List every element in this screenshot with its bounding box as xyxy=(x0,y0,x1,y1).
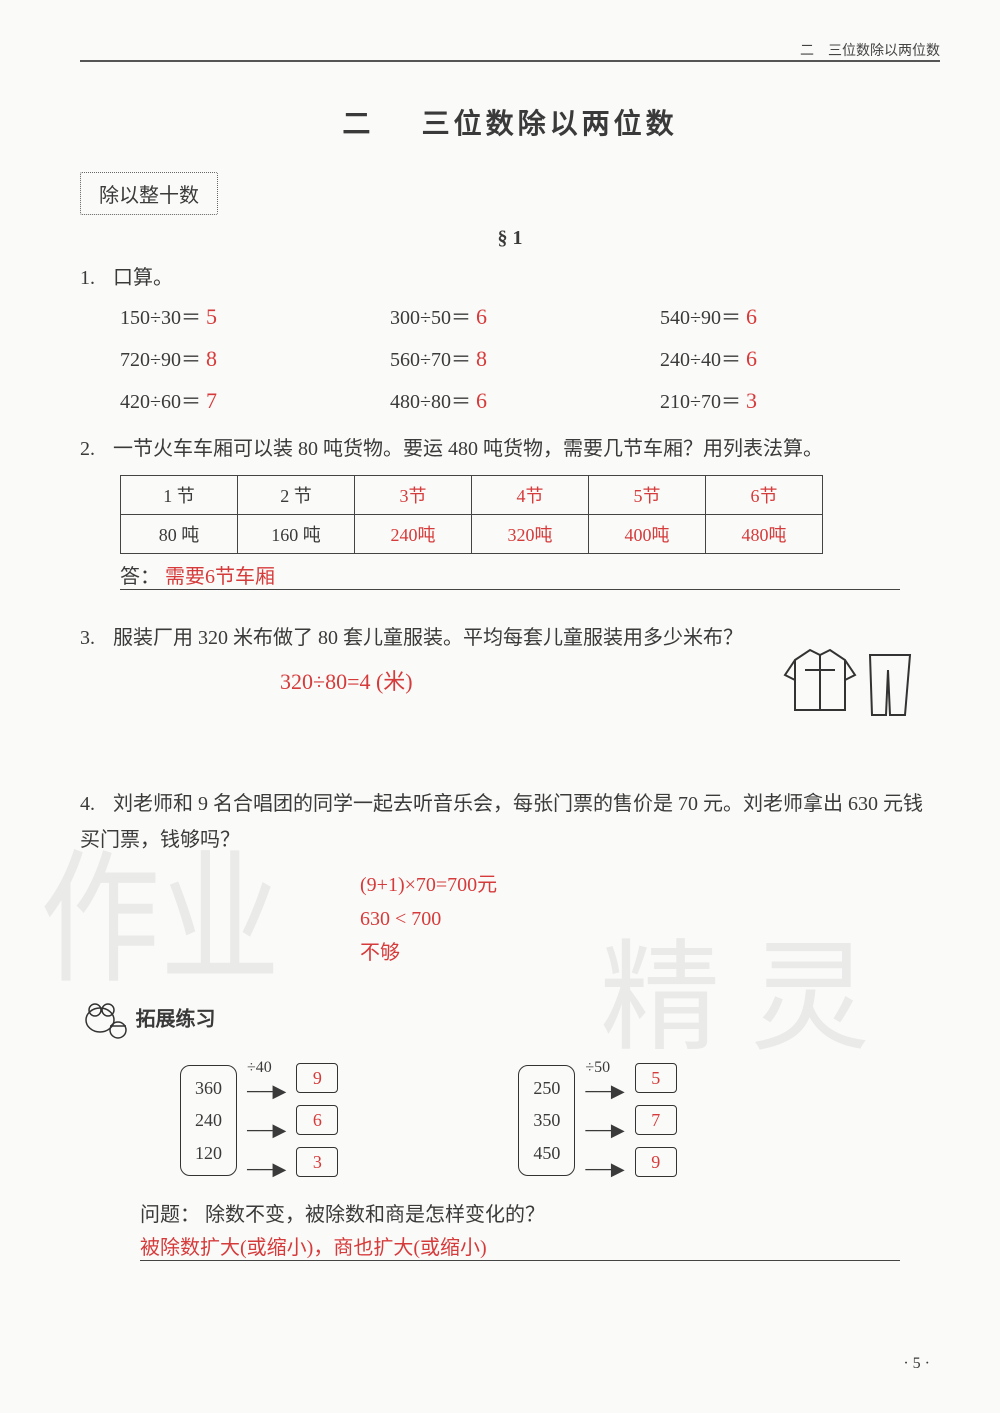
q1-expr: 300÷50＝ xyxy=(390,307,471,329)
table-cell: 1 节 xyxy=(121,476,238,515)
page-number: · 5 · xyxy=(903,1355,930,1373)
table-cell: 2 节 xyxy=(238,476,355,515)
q1-expr: 420÷60＝ xyxy=(120,391,201,413)
table-cell: 5节 xyxy=(589,476,706,515)
q2-text: 一节火车车厢可以装 80 吨货物。要运 480 吨货物，需要几节车厢？用列表法算… xyxy=(113,438,823,460)
table-row: 80 吨 160 吨 240吨 320吨 400吨 480吨 xyxy=(121,515,823,554)
input-val: 250 xyxy=(533,1072,560,1104)
table-cell: 160 吨 xyxy=(238,515,355,554)
output-box: 3 xyxy=(296,1147,338,1177)
table-cell: 480吨 xyxy=(706,515,823,554)
q1-expr: 240÷40＝ xyxy=(660,349,741,371)
header-breadcrumb: 二 三位数除以两位数 xyxy=(800,40,940,60)
ext-answer: 被除数扩大(或缩小)，商也扩大(或缩小) xyxy=(140,1237,487,1259)
q1-ans: 3 xyxy=(746,388,757,413)
arrow-col: ÷50──▶ ──▶ ──▶ xyxy=(585,1060,624,1180)
sub-section: § 1 xyxy=(80,227,940,250)
q1-expr: 150÷30＝ xyxy=(120,307,201,329)
worksheet-page: 二 三位数除以两位数 二 三位数除以两位数 除以整十数 § 1 1. 口算。 1… xyxy=(0,0,1000,1413)
input-box: 360 240 120 xyxy=(180,1065,237,1176)
table-cell: 6节 xyxy=(706,476,823,515)
table-cell: 400吨 xyxy=(589,515,706,554)
q1-ans: 6 xyxy=(746,346,757,371)
section-box: 除以整十数 xyxy=(80,172,218,215)
extension-title: 拓展练习 xyxy=(80,1000,940,1040)
question-text: 除数不变，被除数和商是怎样变化的？ xyxy=(205,1204,545,1226)
mouse-icon xyxy=(80,1000,130,1040)
ext-question: 问题： 除数不变，被除数和商是怎样变化的？ xyxy=(140,1198,940,1227)
q1-ans: 6 xyxy=(746,304,757,329)
operation: ÷40 xyxy=(247,1059,272,1076)
q4-work: 不够 xyxy=(360,936,940,970)
output-box: 5 xyxy=(635,1063,677,1093)
chapter-number: 二 xyxy=(342,108,374,139)
question-2: 2. 一节火车车厢可以装 80 吨货物。要运 480 吨货物，需要几节车厢？用列… xyxy=(80,431,940,467)
q1-expr: 540÷90＝ xyxy=(660,307,741,329)
input-val: 120 xyxy=(195,1137,222,1169)
output-box: 9 xyxy=(635,1147,677,1177)
q3-text: 服装厂用 320 米布做了 80 套儿童服装。平均每套儿童服装用多少米布？ xyxy=(113,627,743,649)
answer-label: 答： xyxy=(120,566,160,588)
q4-work: (9+1)×70=700元 xyxy=(360,868,940,902)
q1-ans: 8 xyxy=(206,346,217,371)
q1-expr: 560÷70＝ xyxy=(390,349,471,371)
q1-ans: 6 xyxy=(476,304,487,329)
table-cell: 320吨 xyxy=(472,515,589,554)
question-1: 1. 口算。 xyxy=(80,260,940,296)
q3-number: 3. xyxy=(80,620,108,656)
q1-ans: 6 xyxy=(476,388,487,413)
q1-expr: 210÷70＝ xyxy=(660,391,741,413)
input-val: 350 xyxy=(533,1104,560,1136)
header-rule: 二 三位数除以两位数 xyxy=(80,60,940,62)
q1-ans: 8 xyxy=(476,346,487,371)
table-cell: 80 吨 xyxy=(121,515,238,554)
ext-left: 360 240 120 ÷40──▶ ──▶ ──▶ 9 6 3 xyxy=(180,1060,338,1180)
input-val: 240 xyxy=(195,1104,222,1136)
input-box: 250 350 450 xyxy=(518,1065,575,1176)
q4-number: 4. xyxy=(80,786,108,822)
q1-ans: 5 xyxy=(206,304,217,329)
q2-table: 1 节 2 节 3节 4节 5节 6节 80 吨 160 吨 240吨 320吨… xyxy=(120,475,823,554)
clothes-icon xyxy=(780,640,920,730)
input-val: 450 xyxy=(533,1137,560,1169)
q1-number: 1. xyxy=(80,260,108,296)
output-box: 6 xyxy=(296,1105,338,1135)
arrow-col: ÷40──▶ ──▶ ──▶ xyxy=(247,1060,286,1180)
q1-expr: 720÷90＝ xyxy=(120,349,201,371)
output-box: 7 xyxy=(635,1105,677,1135)
q1-ans: 7 xyxy=(206,388,217,413)
q2-number: 2. xyxy=(80,431,108,467)
table-row: 1 节 2 节 3节 4节 5节 6节 xyxy=(121,476,823,515)
table-cell: 4节 xyxy=(472,476,589,515)
extension-row: 360 240 120 ÷40──▶ ──▶ ──▶ 9 6 3 250 350… xyxy=(180,1060,940,1180)
q4-work: 630 < 700 xyxy=(360,902,940,936)
chapter-title: 二 三位数除以两位数 xyxy=(80,102,940,142)
q2-answer: 需要6节车厢 xyxy=(165,566,275,588)
q1-grid: 150÷30＝ 5 720÷90＝ 8 420÷60＝ 7 300÷50＝ 6 … xyxy=(120,296,940,421)
output-box: 9 xyxy=(296,1063,338,1093)
question-4: 4. 刘老师和 9 名合唱团的同学一起去听音乐会，每张门票的售价是 70 元。刘… xyxy=(80,786,940,858)
chapter-name: 三位数除以两位数 xyxy=(422,108,678,139)
q2-answer-line: 答： 需要6节车厢 xyxy=(120,560,900,590)
table-cell: 240吨 xyxy=(355,515,472,554)
q1-expr: 480÷80＝ xyxy=(390,391,471,413)
table-cell: 3节 xyxy=(355,476,472,515)
input-val: 360 xyxy=(195,1072,222,1104)
extension-label: 拓展练习 xyxy=(136,1009,216,1031)
q4-text: 刘老师和 9 名合唱团的同学一起去听音乐会，每张门票的售价是 70 元。刘老师拿… xyxy=(80,793,923,851)
ext-right: 250 350 450 ÷50──▶ ──▶ ──▶ 5 7 9 xyxy=(518,1060,676,1180)
question-label: 问题： xyxy=(140,1204,200,1226)
operation: ÷50 xyxy=(585,1059,610,1076)
q1-title: 口算。 xyxy=(113,267,173,289)
